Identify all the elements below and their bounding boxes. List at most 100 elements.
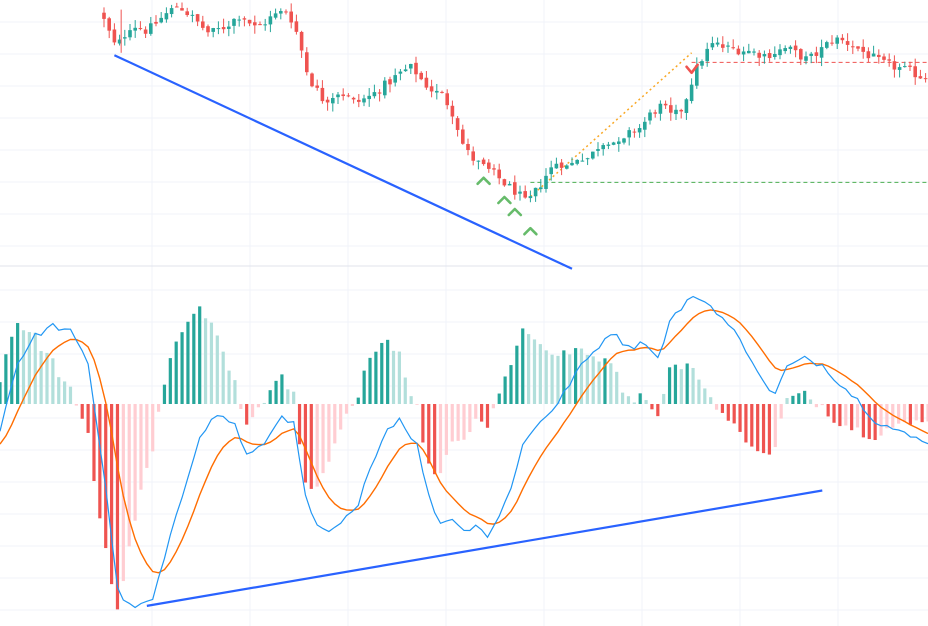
- candle-body: [741, 51, 746, 55]
- histogram-bar: [427, 404, 431, 464]
- histogram-bar: [667, 367, 672, 404]
- candle-body: [856, 46, 860, 49]
- candle-body: [102, 12, 106, 19]
- histogram-bar: [151, 404, 155, 452]
- candle: [892, 55, 897, 78]
- candle-body: [268, 16, 273, 25]
- candle: [819, 39, 824, 67]
- histogram-bar: [127, 404, 131, 547]
- candle: [466, 138, 470, 156]
- candle-body: [809, 53, 813, 56]
- candle: [409, 63, 413, 75]
- candle: [804, 51, 808, 65]
- histogram-bar: [315, 404, 319, 487]
- histogram-bar: [662, 393, 666, 404]
- candle: [299, 30, 304, 58]
- histogram-bar: [192, 313, 196, 404]
- candle: [689, 78, 694, 104]
- histogram-bar: [497, 393, 501, 404]
- candle-body: [767, 53, 772, 59]
- candle-body: [279, 11, 283, 14]
- buy-signal-chevron: [497, 195, 512, 205]
- candle: [695, 57, 699, 89]
- candle-body: [253, 22, 257, 26]
- histogram-bar: [480, 404, 484, 422]
- histogram-bar: [867, 404, 871, 440]
- histogram-bar: [767, 404, 772, 455]
- histogram-bar: [280, 374, 284, 404]
- candle: [913, 58, 917, 85]
- candle-body: [247, 19, 252, 24]
- candle: [554, 157, 559, 169]
- candle-body: [211, 28, 215, 32]
- histogram-bar: [268, 390, 272, 404]
- candle: [414, 56, 418, 83]
- candle: [221, 18, 226, 34]
- histogram-bar: [180, 332, 184, 404]
- histogram-bar: [697, 379, 701, 404]
- candle: [570, 157, 574, 166]
- candle: [372, 84, 377, 99]
- histogram-bar: [397, 351, 401, 404]
- candle-body: [149, 23, 153, 34]
- candle: [778, 44, 782, 60]
- histogram-bar: [568, 354, 572, 404]
- candle: [580, 153, 585, 162]
- candle: [918, 69, 923, 79]
- histogram-bar: [327, 404, 331, 462]
- candle: [835, 35, 839, 50]
- histogram-bar: [339, 404, 343, 430]
- candle-body: [227, 26, 231, 29]
- histogram-bar: [115, 404, 120, 610]
- histogram-bar: [4, 354, 8, 404]
- histogram-bar: [644, 400, 648, 404]
- candle: [871, 45, 876, 57]
- candle: [674, 104, 678, 121]
- histogram-bar: [873, 404, 877, 441]
- histogram-bar: [791, 395, 795, 404]
- candle-body: [575, 159, 579, 164]
- candle-body: [289, 11, 293, 23]
- candle: [565, 164, 569, 170]
- price-panel: [102, 2, 928, 270]
- histogram-bar: [297, 404, 302, 445]
- histogram-bar: [838, 404, 842, 427]
- candle: [232, 18, 236, 34]
- candle: [877, 49, 881, 64]
- candle-body: [123, 37, 127, 39]
- candle-body: [445, 93, 449, 106]
- candle-body: [346, 95, 351, 97]
- candle-body: [554, 163, 559, 169]
- candle-body: [263, 24, 267, 26]
- candle-body: [154, 21, 158, 24]
- candle: [419, 71, 423, 81]
- candle: [773, 46, 777, 60]
- histogram-bar: [433, 404, 437, 475]
- candle-body: [715, 42, 720, 45]
- candle-body: [164, 13, 169, 20]
- candle: [606, 141, 611, 150]
- candle-body: [299, 31, 304, 51]
- candle-body: [700, 61, 704, 66]
- candle: [726, 41, 730, 53]
- candle-body: [112, 29, 117, 43]
- candle-body: [695, 65, 699, 86]
- candle: [559, 159, 564, 176]
- candle: [710, 36, 715, 51]
- candle-body: [273, 13, 278, 18]
- histogram-bar: [720, 404, 725, 413]
- candle-body: [617, 141, 621, 144]
- histogram-bar: [133, 404, 137, 521]
- candle-body: [591, 151, 595, 159]
- candle: [705, 42, 709, 67]
- candle: [643, 117, 647, 138]
- candle: [190, 10, 195, 23]
- candle: [258, 21, 262, 26]
- candle-body: [861, 46, 865, 52]
- candle-body: [721, 44, 725, 48]
- histogram-bar: [139, 404, 143, 490]
- histogram-bar: [438, 404, 443, 474]
- histogram-bar: [538, 344, 542, 404]
- candle: [611, 141, 616, 146]
